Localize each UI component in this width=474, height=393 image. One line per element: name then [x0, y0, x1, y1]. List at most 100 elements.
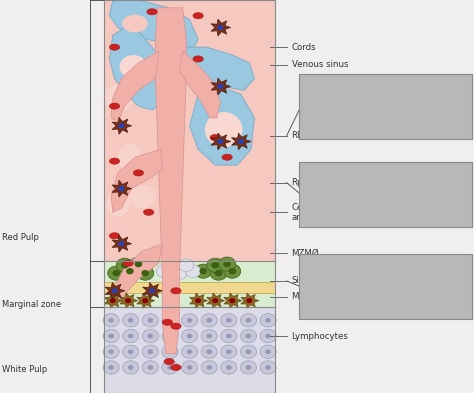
Circle shape [187, 365, 192, 370]
Polygon shape [112, 180, 132, 197]
Polygon shape [211, 19, 231, 36]
Circle shape [240, 361, 256, 374]
Ellipse shape [109, 44, 120, 50]
Circle shape [246, 334, 251, 338]
Circle shape [118, 186, 125, 191]
Ellipse shape [164, 358, 174, 365]
Circle shape [123, 361, 139, 374]
Circle shape [165, 258, 180, 270]
Circle shape [108, 334, 114, 338]
Ellipse shape [210, 134, 220, 141]
Circle shape [265, 318, 271, 323]
Polygon shape [155, 8, 186, 354]
Circle shape [162, 345, 178, 358]
Circle shape [142, 314, 158, 327]
Text: Venous sinus: Venous sinus [292, 61, 348, 69]
Polygon shape [109, 0, 198, 55]
Circle shape [240, 345, 256, 358]
Circle shape [211, 262, 219, 268]
Polygon shape [179, 51, 220, 118]
Circle shape [141, 270, 149, 276]
Bar [104, 0, 275, 393]
Circle shape [206, 349, 212, 354]
Circle shape [265, 365, 271, 370]
Circle shape [246, 298, 252, 303]
Polygon shape [112, 235, 132, 252]
Circle shape [167, 334, 173, 338]
Ellipse shape [171, 364, 181, 371]
Polygon shape [111, 149, 162, 212]
Ellipse shape [128, 185, 156, 208]
Ellipse shape [109, 158, 120, 164]
Ellipse shape [118, 143, 142, 171]
Polygon shape [143, 283, 163, 299]
Polygon shape [224, 293, 242, 308]
Circle shape [206, 334, 212, 338]
Circle shape [108, 318, 114, 323]
Circle shape [226, 318, 232, 323]
Circle shape [167, 349, 173, 354]
Circle shape [226, 349, 232, 354]
Circle shape [130, 257, 147, 271]
Circle shape [246, 318, 251, 323]
Circle shape [206, 318, 212, 323]
Ellipse shape [193, 56, 203, 62]
Circle shape [212, 298, 218, 303]
Polygon shape [173, 47, 255, 90]
Bar [104, 307, 275, 393]
Circle shape [182, 314, 198, 327]
Circle shape [260, 345, 276, 358]
Circle shape [201, 361, 217, 374]
Circle shape [223, 261, 231, 267]
Bar [104, 261, 275, 307]
Text: Sinus: Sinus [292, 277, 315, 285]
Circle shape [167, 318, 173, 323]
Circle shape [240, 314, 256, 327]
Circle shape [142, 345, 158, 358]
Polygon shape [207, 293, 225, 308]
Ellipse shape [171, 323, 181, 329]
Circle shape [187, 349, 192, 354]
Ellipse shape [162, 319, 173, 325]
Circle shape [215, 270, 222, 276]
Polygon shape [104, 293, 122, 308]
Circle shape [217, 139, 223, 144]
Circle shape [195, 264, 212, 278]
Circle shape [221, 361, 237, 374]
Circle shape [147, 334, 153, 338]
Circle shape [228, 268, 236, 274]
Circle shape [162, 361, 178, 374]
FancyBboxPatch shape [299, 255, 472, 319]
Text: MMMØ: MMMØ [292, 292, 321, 301]
Circle shape [182, 345, 198, 358]
Text: F4/80ⁱⁱⁱ
MARCO⁺
SIGNR1⁺
LT and TNF-α receptors: F4/80ⁱⁱⁱ MARCO⁺ SIGNR1⁺ LT and TNF-α rec… [306, 169, 403, 212]
Circle shape [156, 265, 172, 277]
Circle shape [142, 361, 158, 374]
Circle shape [149, 288, 155, 294]
Circle shape [226, 365, 232, 370]
Circle shape [260, 361, 276, 374]
Circle shape [265, 349, 271, 354]
Circle shape [137, 266, 154, 280]
Circle shape [121, 262, 128, 268]
Ellipse shape [104, 84, 132, 112]
Text: White Pulp: White Pulp [2, 365, 47, 374]
Polygon shape [105, 283, 125, 299]
Polygon shape [190, 86, 255, 165]
Circle shape [123, 345, 139, 358]
Circle shape [221, 329, 237, 343]
Text: RBCs: RBCs [292, 131, 314, 140]
Circle shape [126, 268, 134, 274]
Polygon shape [115, 244, 162, 303]
Circle shape [103, 361, 119, 374]
Ellipse shape [171, 288, 181, 294]
Circle shape [103, 314, 119, 327]
Circle shape [142, 298, 148, 303]
Ellipse shape [106, 193, 130, 216]
Circle shape [147, 349, 153, 354]
Ellipse shape [205, 112, 243, 147]
Circle shape [187, 318, 192, 323]
Polygon shape [211, 78, 231, 95]
Text: Central
arteriole: Central arteriole [292, 202, 328, 222]
Circle shape [207, 258, 224, 272]
